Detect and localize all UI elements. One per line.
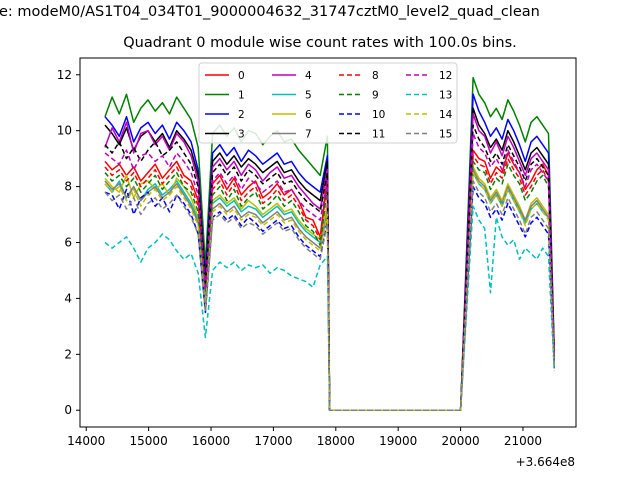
legend-label-7: 7	[305, 129, 312, 141]
legend-label-6: 6	[305, 109, 312, 121]
y-tick-label: 6	[64, 236, 72, 250]
legend-label-4: 4	[305, 70, 312, 82]
series-line-12	[104, 132, 556, 411]
y-tick-label: 4	[64, 291, 72, 305]
legend-label-12: 12	[439, 70, 452, 82]
series-line-3	[104, 107, 556, 411]
x-tick-label: 19000	[379, 434, 417, 448]
series-line-4	[104, 113, 556, 411]
y-tick-label: 10	[57, 124, 72, 138]
y-axis: 0 2 4 6 8 10 12	[57, 68, 80, 417]
figure-suptitle: n file: modeM0/AS1T04_034T01_9000004632_…	[0, 4, 540, 20]
x-tick-label: 21000	[504, 434, 542, 448]
x-tick-label: 14000	[67, 434, 105, 448]
series-line-8	[104, 155, 556, 411]
x-tick-label: 17000	[254, 434, 292, 448]
series-layer	[104, 76, 556, 411]
chart-title: Quadrant 0 module wise count rates with …	[123, 35, 517, 51]
y-tick-label: 12	[57, 68, 72, 82]
legend-label-5: 5	[305, 90, 312, 102]
legend-label-9: 9	[372, 90, 379, 102]
x-tick-label: 16000	[192, 434, 230, 448]
legend-label-3: 3	[238, 129, 245, 141]
x-offset-label: +3.664e8	[516, 455, 575, 469]
x-tick-label: 18000	[317, 434, 355, 448]
series-line-13	[104, 205, 556, 411]
series-line-0	[104, 149, 556, 411]
series-line-2	[104, 93, 556, 411]
legend-label-15: 15	[439, 129, 452, 141]
legend-label-10: 10	[372, 109, 385, 121]
legend-label-8: 8	[372, 70, 379, 82]
series-line-15	[104, 180, 556, 411]
y-tick-label: 0	[64, 403, 72, 417]
series-line-10	[104, 185, 556, 411]
x-axis: 14000 15000 16000 17000 18000 19000 20000 21000	[67, 427, 542, 448]
legend-box	[198, 62, 458, 144]
x-tick-label: 20000	[441, 434, 479, 448]
legend-label-0: 0	[238, 70, 245, 82]
y-tick-label: 8	[64, 180, 72, 194]
legend-label-11: 11	[372, 129, 385, 141]
legend-label-1: 1	[238, 90, 245, 102]
y-tick-label: 2	[64, 347, 72, 361]
legend-label-14: 14	[439, 109, 453, 121]
legend-label-13: 13	[439, 90, 452, 102]
x-tick-label: 15000	[130, 434, 168, 448]
series-line-9	[104, 160, 556, 411]
series-line-14	[104, 171, 556, 411]
legend-label-2: 2	[238, 109, 245, 121]
